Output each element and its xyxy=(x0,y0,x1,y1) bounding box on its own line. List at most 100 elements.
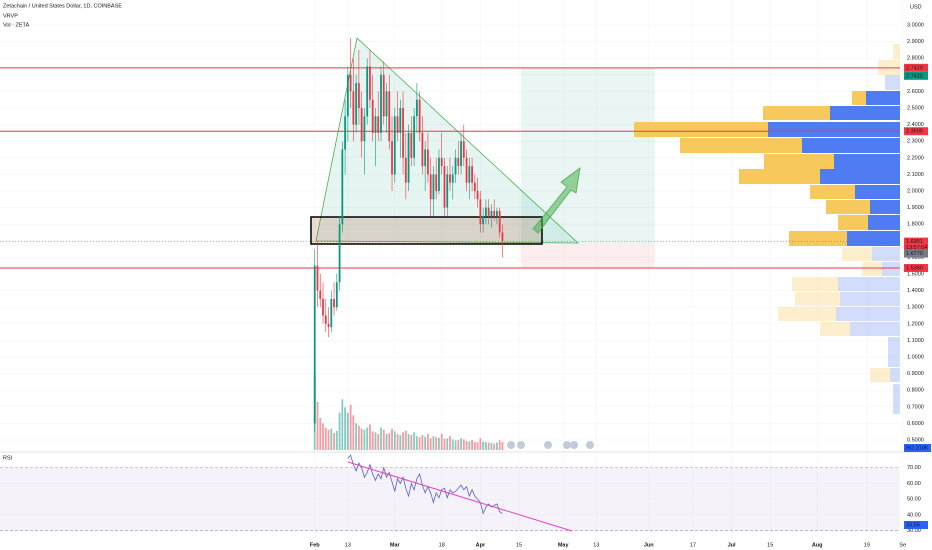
volume-bar xyxy=(391,428,393,450)
candle-body xyxy=(344,116,346,150)
rsi-tick-label: 50.00 xyxy=(907,497,921,503)
flag[interactable] xyxy=(544,441,552,449)
candle-body xyxy=(322,298,324,316)
vp-bar xyxy=(792,277,838,291)
x-tick-label: Apr xyxy=(476,542,486,548)
candle-body xyxy=(473,182,476,191)
volume-bar xyxy=(407,434,410,450)
vp-bar xyxy=(893,384,900,414)
vp-bar xyxy=(778,307,836,321)
vp-bar xyxy=(893,44,900,59)
volume-bar xyxy=(440,434,443,450)
volume-bar xyxy=(322,423,324,450)
flag[interactable] xyxy=(563,441,571,449)
volume-bar xyxy=(335,430,338,450)
rsi-tag-label: 33.65 xyxy=(906,522,920,528)
x-tick-label: 13 xyxy=(345,542,351,548)
flag[interactable] xyxy=(517,441,525,449)
candle-body xyxy=(484,207,487,216)
candle-body xyxy=(388,91,391,142)
candle-body xyxy=(366,66,369,117)
vp-bar xyxy=(802,138,900,153)
support-box xyxy=(310,216,543,245)
vp-bar xyxy=(838,277,900,291)
volume-bar xyxy=(457,439,460,450)
volume-bar xyxy=(438,437,440,450)
candle-body xyxy=(369,66,371,100)
vp-bar xyxy=(870,200,900,214)
volume-bar xyxy=(454,440,457,450)
target-tag-label: 2.7420 xyxy=(906,73,923,79)
volume-bar xyxy=(482,441,485,450)
y-tick-label: 2.4000 xyxy=(907,122,924,128)
volume-bar xyxy=(462,439,465,450)
last-price-label: 1.6951 xyxy=(906,239,923,245)
volume-bar xyxy=(404,430,407,450)
volume-bar xyxy=(380,427,382,450)
candle-body xyxy=(404,157,407,183)
volume-bar xyxy=(330,428,333,450)
y-tick-label: 1.3000 xyxy=(907,305,924,311)
candle-body xyxy=(432,174,435,200)
candle-body xyxy=(330,298,333,328)
volume-bar xyxy=(429,438,432,450)
volume-bar xyxy=(410,435,413,450)
volume-bar xyxy=(349,404,352,450)
y-tick-label: 2.8000 xyxy=(907,56,924,62)
candle-body xyxy=(335,282,338,308)
candle-body xyxy=(418,99,421,133)
series xyxy=(0,38,900,515)
volume-bar xyxy=(501,442,504,450)
candle-body xyxy=(413,116,416,158)
volume-bar xyxy=(366,427,369,450)
vp-bar xyxy=(852,91,866,105)
candle-body xyxy=(476,191,479,200)
vp-bar xyxy=(842,247,872,261)
price-tag-label: 1.5360 xyxy=(906,265,923,271)
volume-bar xyxy=(468,441,471,450)
flag[interactable] xyxy=(570,441,578,449)
volume-bar xyxy=(363,429,366,450)
volume-bar xyxy=(388,432,391,450)
vp-bar xyxy=(870,368,890,382)
candle-body xyxy=(429,174,432,200)
rsi-tag xyxy=(904,520,928,529)
volume-bar xyxy=(352,415,355,450)
volume-bar xyxy=(399,435,402,450)
candle-body xyxy=(346,74,349,117)
vp-bar xyxy=(834,154,900,169)
volume-bar xyxy=(327,429,330,450)
prev-close-label: 1.6770 xyxy=(906,251,923,257)
volume-bar xyxy=(377,434,380,450)
y-tick-label: 0.5000 xyxy=(907,437,924,443)
target-tag xyxy=(904,71,928,80)
y-tick-label: 2.1000 xyxy=(907,172,924,178)
price-tag-label: 2.7420 xyxy=(906,65,923,71)
price-tag-label: 2.3600 xyxy=(906,129,923,135)
volume-bar xyxy=(357,426,360,450)
candle-body xyxy=(327,323,330,328)
flag[interactable] xyxy=(507,441,515,449)
candle-body xyxy=(496,210,498,216)
candle-body xyxy=(501,232,504,241)
candle-body xyxy=(465,157,468,183)
vp-bar xyxy=(634,122,768,137)
rsi-tick-label: 30.00 xyxy=(907,528,921,534)
vp-bar xyxy=(885,75,900,90)
volume-bar xyxy=(473,442,476,450)
volume-bar xyxy=(413,432,416,450)
candle-body xyxy=(399,108,402,133)
indicator-label: Vol · ZETA xyxy=(3,22,30,28)
rsi-tick-label: 60.00 xyxy=(907,481,921,487)
price-tags: 3.00002.90002.80002.70002.60002.50002.40… xyxy=(310,22,931,548)
y-tick-label: 2.9000 xyxy=(907,39,924,45)
candle-body xyxy=(454,157,457,175)
vp-bar xyxy=(820,322,850,336)
currency-label: USD xyxy=(910,4,922,10)
candle-body xyxy=(410,132,413,158)
flag[interactable] xyxy=(586,441,594,449)
candle-body xyxy=(374,116,377,133)
y-tick-label: 0.6000 xyxy=(907,421,924,427)
volume-bar xyxy=(316,402,319,450)
